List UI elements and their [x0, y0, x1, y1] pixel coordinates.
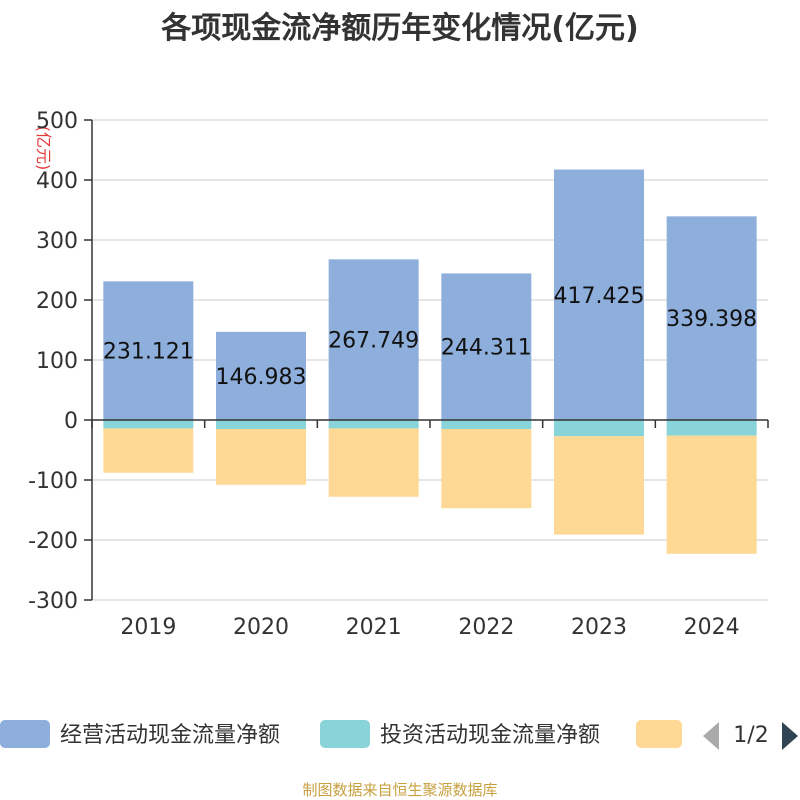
- y-tick-label: 400: [36, 169, 78, 194]
- y-tick-label: 200: [36, 289, 78, 314]
- x-tick-label-2024: 2024: [684, 615, 740, 640]
- legend-page-indicator: 1/2: [733, 723, 768, 748]
- data-label-2024: 339.398: [666, 307, 757, 332]
- data-labels: 231.121 146.983 267.749 244.311 417.425 339.3…: [103, 284, 757, 390]
- data-source-footer: 制图数据来自恒生聚源数据库: [302, 781, 497, 799]
- axes: [91, 120, 769, 600]
- bar-series0-2019[interactable]: [103, 281, 194, 420]
- x-tick-labels: 2019 2020 2021 2022 2023 2024: [120, 615, 739, 640]
- chart-title: 各项现金流净额历年变化情况(亿元): [160, 11, 638, 46]
- legend-swatch-operating[interactable]: [0, 720, 50, 748]
- legend-prev-page-icon[interactable]: [703, 722, 719, 750]
- x-tick-label-2019: 2019: [120, 615, 176, 640]
- legend-label-operating[interactable]: 经营活动现金流量净额: [60, 723, 280, 748]
- legend-swatch-third[interactable]: [636, 720, 682, 748]
- bar-series2-2019[interactable]: [103, 428, 194, 473]
- y-tick-label: -200: [28, 529, 78, 554]
- bar-series1-2020[interactable]: [216, 420, 306, 429]
- legend-swatch-investing[interactable]: [320, 720, 370, 748]
- bar-series1-2024[interactable]: [666, 420, 757, 436]
- bar-series0-2021[interactable]: [328, 259, 419, 420]
- bar-series2-2020[interactable]: [216, 429, 306, 485]
- legend: 经营活动现金流量净额 投资活动现金流量净额 1/2: [0, 720, 798, 750]
- bar-series0-2023[interactable]: [554, 169, 644, 420]
- y-tick-label: -100: [28, 469, 78, 494]
- bar-series2-2022[interactable]: [441, 429, 532, 509]
- data-label-2021: 267.749: [328, 329, 419, 354]
- x-tick-label-2022: 2022: [458, 615, 514, 640]
- y-tick-label: 500: [36, 109, 78, 134]
- y-tick-label: 100: [36, 349, 78, 374]
- y-tick-labels: 500 400 300 200 100 0 -100 -200 -300: [28, 109, 78, 614]
- x-tick-label-2020: 2020: [233, 615, 289, 640]
- y-tick-label: -300: [28, 589, 78, 614]
- legend-next-page-icon[interactable]: [782, 722, 798, 750]
- data-label-2019: 231.121: [103, 340, 194, 365]
- bar-series0-2024[interactable]: [666, 216, 757, 420]
- y-tick-label: 0: [64, 409, 78, 434]
- bar-series1-2022[interactable]: [441, 420, 532, 429]
- data-label-2023: 417.425: [554, 284, 645, 309]
- bar-series0-2022[interactable]: [441, 273, 532, 420]
- y-axis-unit: (亿元): [34, 126, 53, 171]
- data-label-2022: 244.311: [441, 336, 532, 361]
- bar-series2-2024[interactable]: [666, 435, 757, 554]
- bar-series0-2020[interactable]: [216, 331, 306, 420]
- x-tick-label-2021: 2021: [346, 615, 402, 640]
- bar-series1-2021[interactable]: [328, 420, 419, 429]
- bars: [103, 169, 757, 554]
- bar-series2-2021[interactable]: [328, 428, 419, 497]
- legend-label-investing[interactable]: 投资活动现金流量净额: [380, 723, 600, 748]
- bar-series1-2019[interactable]: [103, 420, 194, 429]
- bar-series1-2023[interactable]: [554, 420, 644, 437]
- y-tick-label: 300: [36, 229, 78, 254]
- bar-series2-2023[interactable]: [554, 436, 644, 535]
- data-label-2020: 146.983: [216, 365, 307, 390]
- x-tick-label-2023: 2023: [571, 615, 627, 640]
